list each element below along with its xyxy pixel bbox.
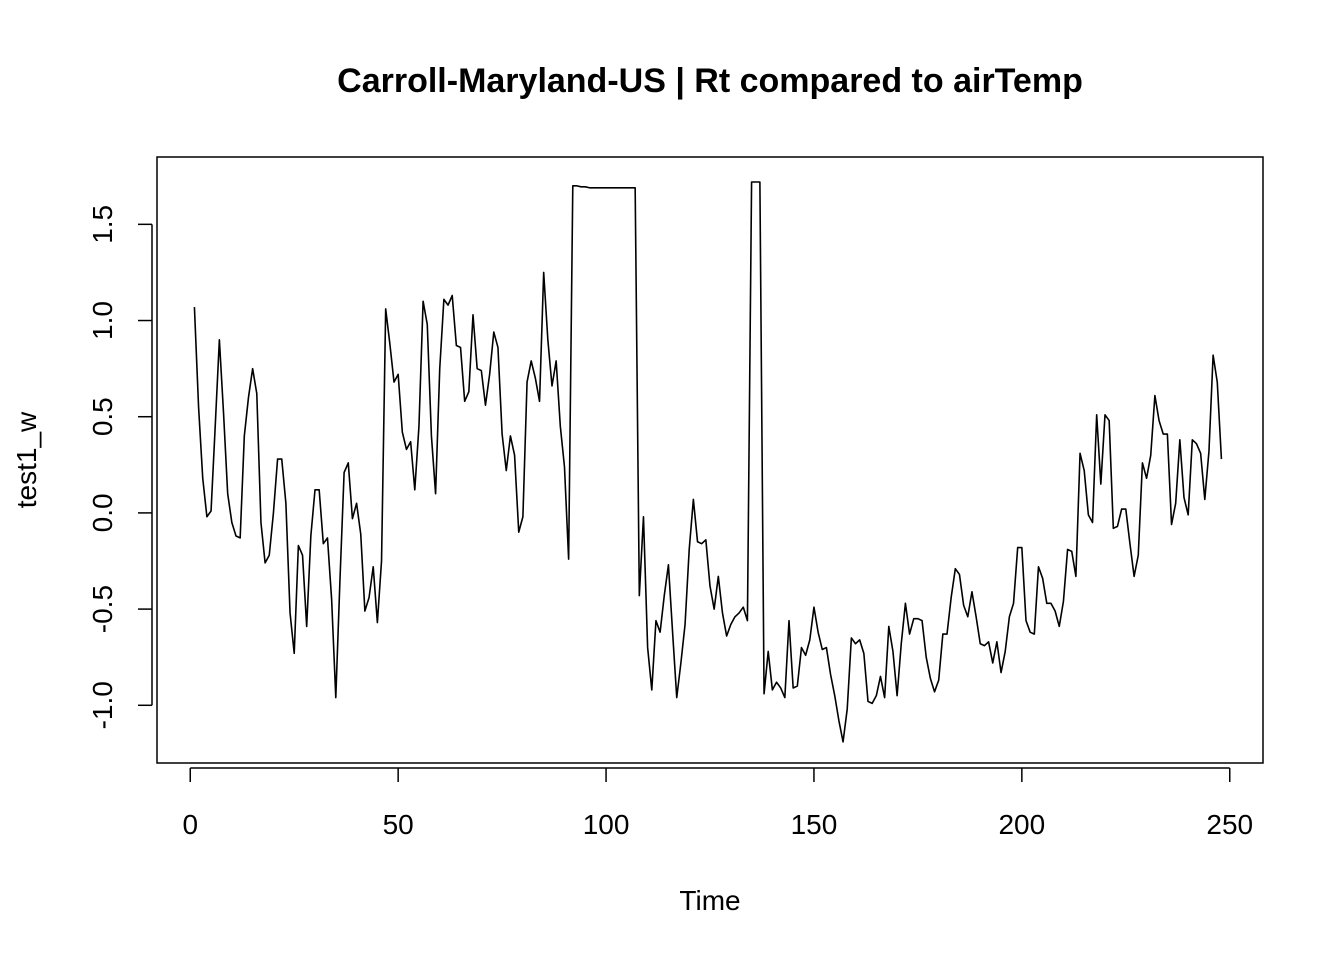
chart-title: Carroll-Maryland-US | Rt compared to air… bbox=[337, 62, 1083, 100]
x-tick-label: 250 bbox=[1206, 809, 1253, 840]
series-line bbox=[193, 181, 1223, 743]
plot-frame bbox=[156, 156, 1264, 764]
x-tick-label: 100 bbox=[583, 809, 630, 840]
y-axis-label: test1_w bbox=[11, 411, 42, 508]
y-tick-label: -1.0 bbox=[87, 681, 118, 729]
x-axis: 0 50 100 150 200 250 bbox=[182, 767, 1253, 840]
x-axis-label: Time bbox=[679, 885, 740, 916]
y-tick-label: 1.0 bbox=[87, 301, 118, 340]
x-tick-label: 150 bbox=[791, 809, 838, 840]
y-tick-label: 0.5 bbox=[87, 397, 118, 436]
y-axis: -1.0 -0.5 0.0 0.5 1.0 1.5 bbox=[87, 205, 153, 729]
y-tick-label: 0.0 bbox=[87, 493, 118, 532]
y-tick-label: -0.5 bbox=[87, 585, 118, 633]
x-tick-label: 200 bbox=[998, 809, 1045, 840]
x-tick-label: 0 bbox=[182, 809, 198, 840]
x-tick-label: 50 bbox=[383, 809, 414, 840]
y-tick-label: 1.5 bbox=[87, 205, 118, 244]
